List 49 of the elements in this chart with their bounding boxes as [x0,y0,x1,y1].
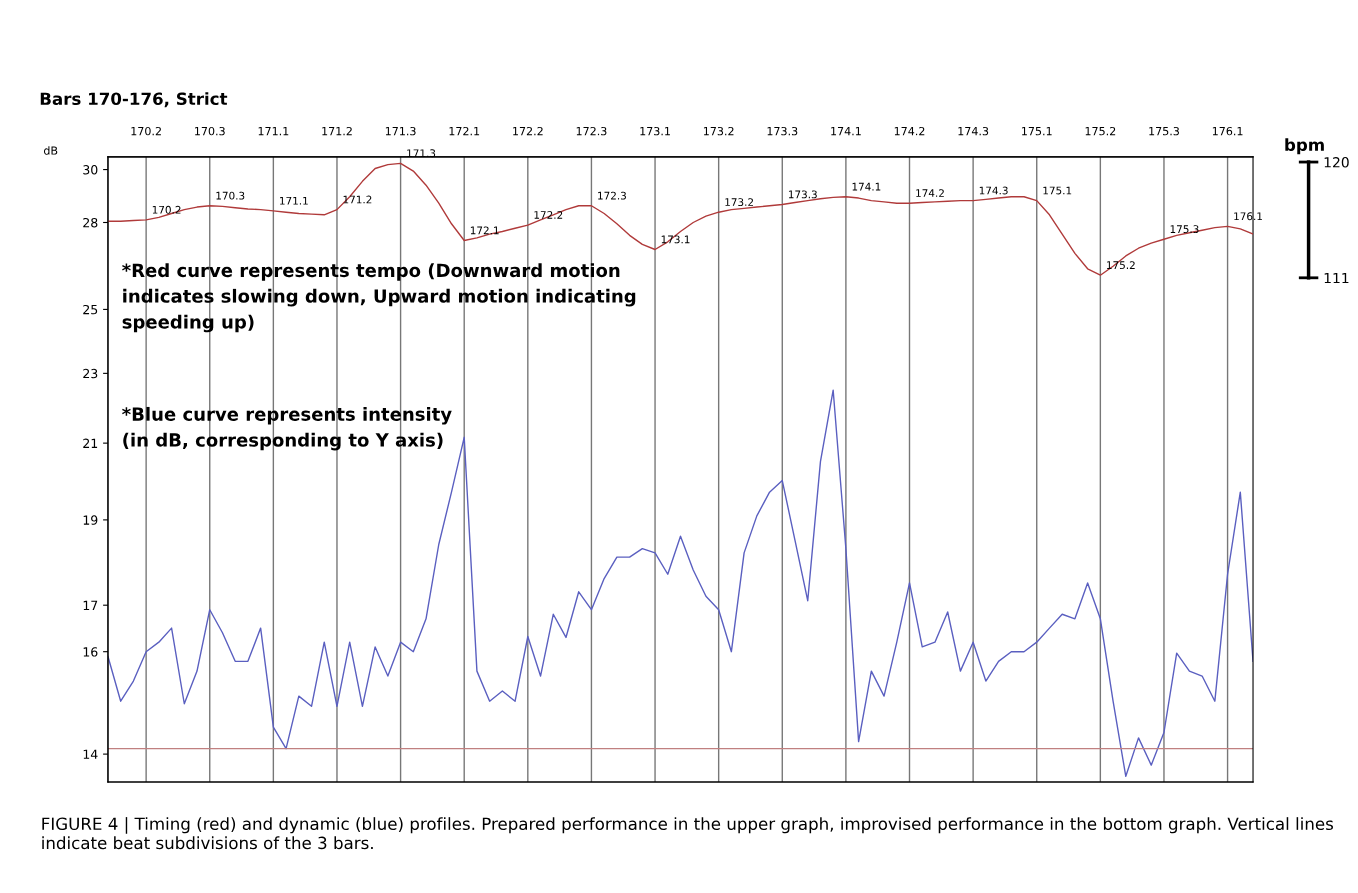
chart-title: Bars 170-176, Strict [40,92,228,108]
x-tick-label: 171.3 [385,126,416,136]
annotation: 174.1 [852,182,881,191]
x-tick-label: 174.1 [831,127,861,136]
caption: FIGURE 4 | Timing (red) and dynamic (blue) profiles. Prepared performance in the upper graph, improvised performance in the bottom graph. Vertical lines indicate beat subdivisions of the 3 bars. [42,817,1334,850]
x-tick-label: 176.1 [1212,126,1243,136]
y-tick-label: 17 [83,600,98,610]
x-tick-label: 172.2 [513,126,543,136]
x-tick-label: 172.3 [576,126,607,136]
x-tick-label: 170.3 [195,126,225,136]
annotation: 173.3 [788,190,817,199]
annotation: 174.3 [979,186,1008,195]
x-tick-label: 173.2 [703,126,734,136]
y-tick-label: 25 [83,304,98,315]
y-tick-label: 23 [83,368,98,379]
y2-tick-label: 111 [1324,272,1349,284]
line-series [107,389,1254,778]
annotation: 170.3 [216,191,245,200]
x-tick-label: 170.2 [131,126,161,136]
y2-axis-title: bpm [1285,138,1324,155]
annotation: 172.1 [470,226,499,235]
x-tick-label: 173.3 [767,126,798,136]
y-tick-label: 19 [83,515,98,525]
y-tick-label: 30 [83,165,98,175]
annotation: 171.3 [407,149,436,158]
x-tick-label: 171.2 [322,126,352,136]
y-tick-label: 14 [83,749,98,759]
y-axis-title: dB [43,146,58,155]
x-tick-label: 175.2 [1085,126,1116,136]
annotation: *Red curve represents tempo (Downward motion indicates slowing down, Upward motion indicating speeding up) [122,263,636,333]
annotation: *Blue curve represents intensity (in dB, corresponding to Y axis) [122,406,452,451]
y-tick-label: 21 [83,438,98,448]
y2-tick-label: 120 [1324,157,1349,168]
annotation: 175.3 [1170,225,1199,234]
annotation: 172.3 [598,191,626,200]
x-tick-label: 172.1 [449,126,480,136]
x-tick-label: 175.1 [1022,127,1052,136]
x-tick-label: 174.2 [894,126,925,136]
annotation: 173.2 [725,198,753,207]
annotation: 171.1 [280,196,308,205]
x-tick-label: 171.1 [258,127,289,136]
y-tick-label: 28 [83,217,98,228]
x-tick-label: 173.1 [640,126,670,136]
x-tick-label: 174.3 [958,126,989,136]
annotation: 175.1 [1043,186,1072,195]
x-tick-label: 175.3 [1149,126,1179,136]
annotation: 174.2 [916,189,944,197]
annotation: 170.2 [152,205,181,214]
y-tick-label: 16 [83,647,98,657]
